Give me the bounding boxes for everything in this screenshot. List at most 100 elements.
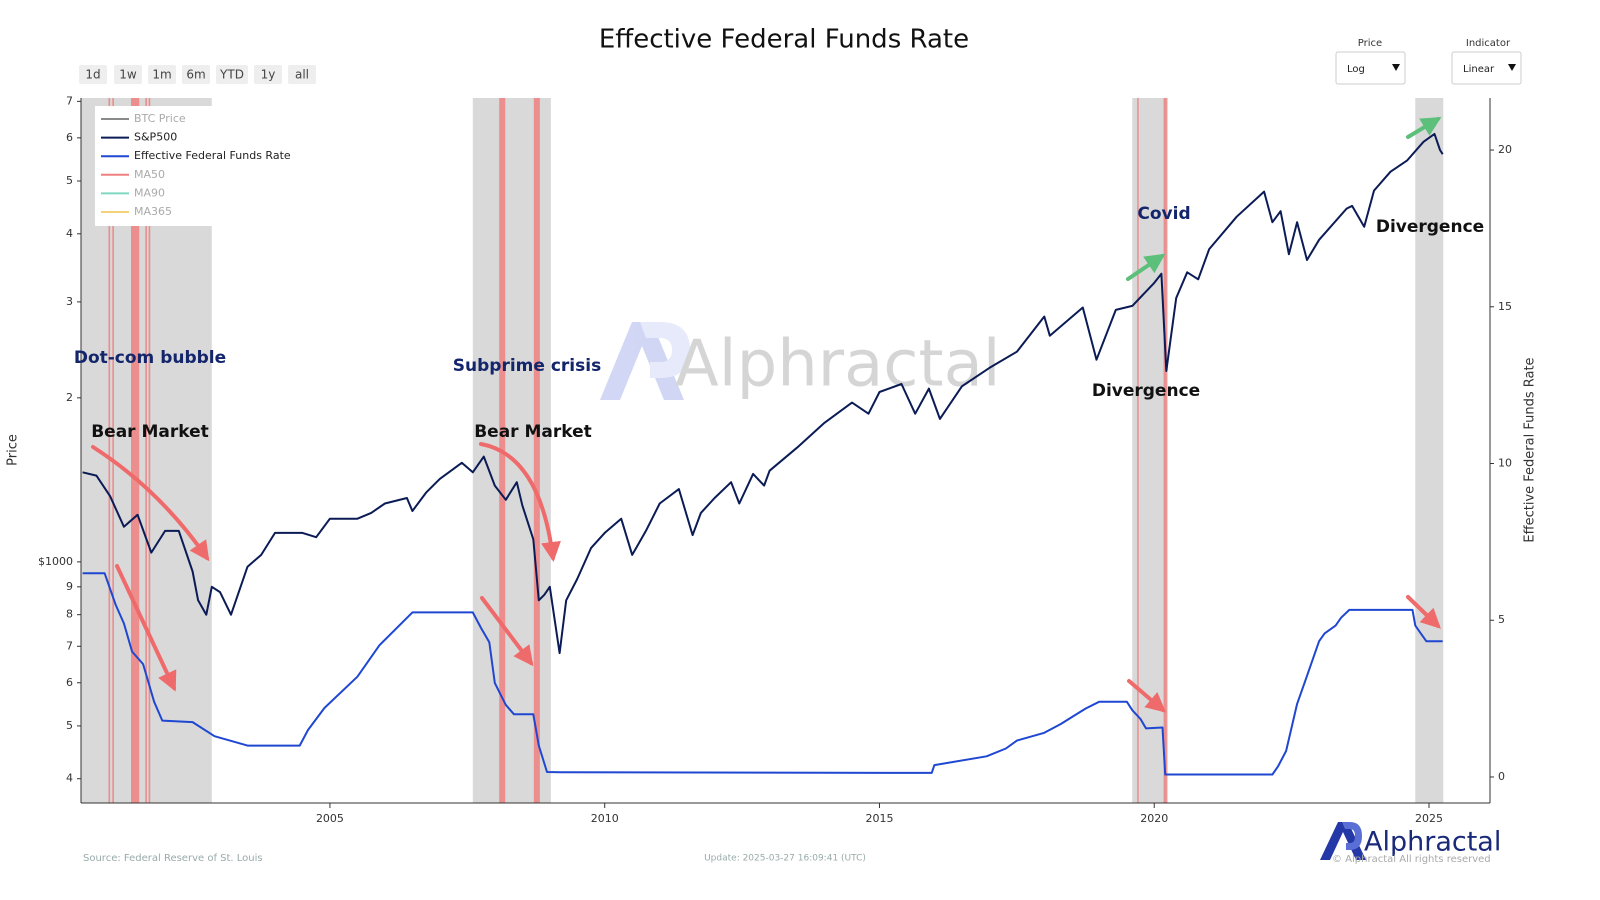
logo-text: Alphractal [1364,827,1501,858]
range-button-label: all [295,68,309,82]
annotation: Divergence [1376,217,1484,237]
series-line [82,572,1443,776]
highlight-band [108,98,111,803]
range-button-label: 1m [152,68,171,82]
highlight-band [145,98,147,803]
range-button[interactable]: all [288,65,316,84]
dropdown-box [1335,51,1406,85]
arrow [91,445,210,562]
y-axis-label: Price [6,434,21,466]
legend-item[interactable]: MA90 [101,186,165,199]
annotation: Divergence [1092,381,1200,401]
legend: BTC Price S&P500 Effective Federal Funds R… [95,106,291,226]
highlight-band [148,98,151,803]
range-button-bg [254,65,282,84]
range-button[interactable]: 1d [79,65,107,84]
range-button[interactable]: YTD [216,65,248,84]
arrow [115,564,177,692]
logo: Alphractal © Alphractal All rights reser… [1320,822,1501,865]
chart-title: Effective Federal Funds Rate [599,25,969,55]
source: Source: Federal Reserve of St. Louis [83,853,263,864]
dropdown[interactable]: Log [1335,51,1406,85]
y-tick-label: 4 [66,772,73,785]
range-button-bg [114,65,142,84]
x-tick-label: 2025 [1415,812,1443,825]
legend-item[interactable]: S&P500 [101,131,177,144]
arrow [1406,116,1442,139]
highlight-band [1163,98,1167,803]
plot: 4 5 6 7 8 9 $1000 2 3 4 5 6 7 0 5 10 15 20 2005 2010 2015 202… [38,94,1512,825]
y-tick-label: 6 [66,131,73,144]
range-button-label: 1d [85,68,100,82]
annotation: Dot-com bubble [74,348,226,368]
highlight-band [1137,98,1139,803]
range-button-bg [148,65,176,84]
arrow [1126,253,1166,281]
y2-tick-label: 10 [1498,457,1512,470]
legend-label: MA50 [134,168,165,181]
dropdown-caret [1392,64,1400,71]
range-button[interactable]: 6m [182,65,210,84]
y2-tick-label: 15 [1498,300,1512,313]
y-tick-label: 5 [66,174,73,187]
range-button-bg [79,65,107,84]
y-tick-label: 7 [66,639,73,652]
dropdown-value: Log [1347,64,1365,75]
y-tick-label: 6 [66,676,73,689]
dropdown-box [1451,51,1522,85]
update: Update: 2025-03-27 16:09:41 (UTC) [704,854,866,864]
annotation: Bear Market [474,422,592,442]
watermark-logo [600,322,684,400]
range-button[interactable]: 1w [114,65,142,84]
dropdown[interactable]: Linear [1451,51,1522,85]
legend-label: Effective Federal Funds Rate [134,149,291,162]
legend-label: BTC Price [134,112,186,125]
highlight-band [112,98,114,803]
arrow [480,596,534,667]
dropdown-title: Indicator [1466,38,1511,49]
watermark: Alphractal [600,322,1001,402]
arrows [91,116,1442,713]
x-tick-label: 2010 [591,812,619,825]
arrow [1406,595,1441,629]
y-tick-label: 5 [66,719,73,732]
legend-label: MA90 [134,186,165,199]
y2-tick-label: 0 [1498,770,1505,783]
legend-label: MA365 [134,205,172,218]
range-button[interactable]: 1m [148,65,176,84]
range-button-label: 1y [261,68,276,82]
x-tick-label: 2015 [865,812,893,825]
series-line [82,132,1444,655]
range-button-label: 1w [119,68,137,82]
y-tick-label: $1000 [38,555,73,568]
dropdown-title: Price [1358,38,1382,49]
legend-item[interactable]: BTC Price [101,112,186,125]
watermark-text: Alphractal [675,328,1001,402]
y-tick-label: 3 [66,295,73,308]
range-button-label: YTD [219,68,244,82]
range-button-bg [216,65,248,84]
range-button-bg [288,65,316,84]
legend-item[interactable]: MA50 [101,168,165,181]
range-button[interactable]: 1y [254,65,282,84]
annotation: Covid [1137,204,1190,224]
legend-item[interactable]: MA365 [101,205,172,218]
x-tick-label: 2005 [316,812,344,825]
y-tick-label: 9 [66,580,73,593]
y-tick-label: 8 [66,608,73,621]
y2-axis-label: Effective Federal Funds Rate [1523,357,1538,542]
range-button-bg [182,65,210,84]
range-button-label: 6m [186,68,205,82]
y2-tick-label: 5 [1498,613,1505,626]
legend-label: S&P500 [134,131,177,144]
y-tick-label: 2 [66,391,73,404]
y-tick-label: 7 [66,94,73,107]
watermark-logo [640,322,690,378]
y2-tick-label: 20 [1498,143,1512,156]
bands [81,98,1444,803]
shaded-band [1415,98,1444,803]
legend-item[interactable]: Effective Federal Funds Rate [101,149,291,162]
logo-mark [1342,822,1362,850]
